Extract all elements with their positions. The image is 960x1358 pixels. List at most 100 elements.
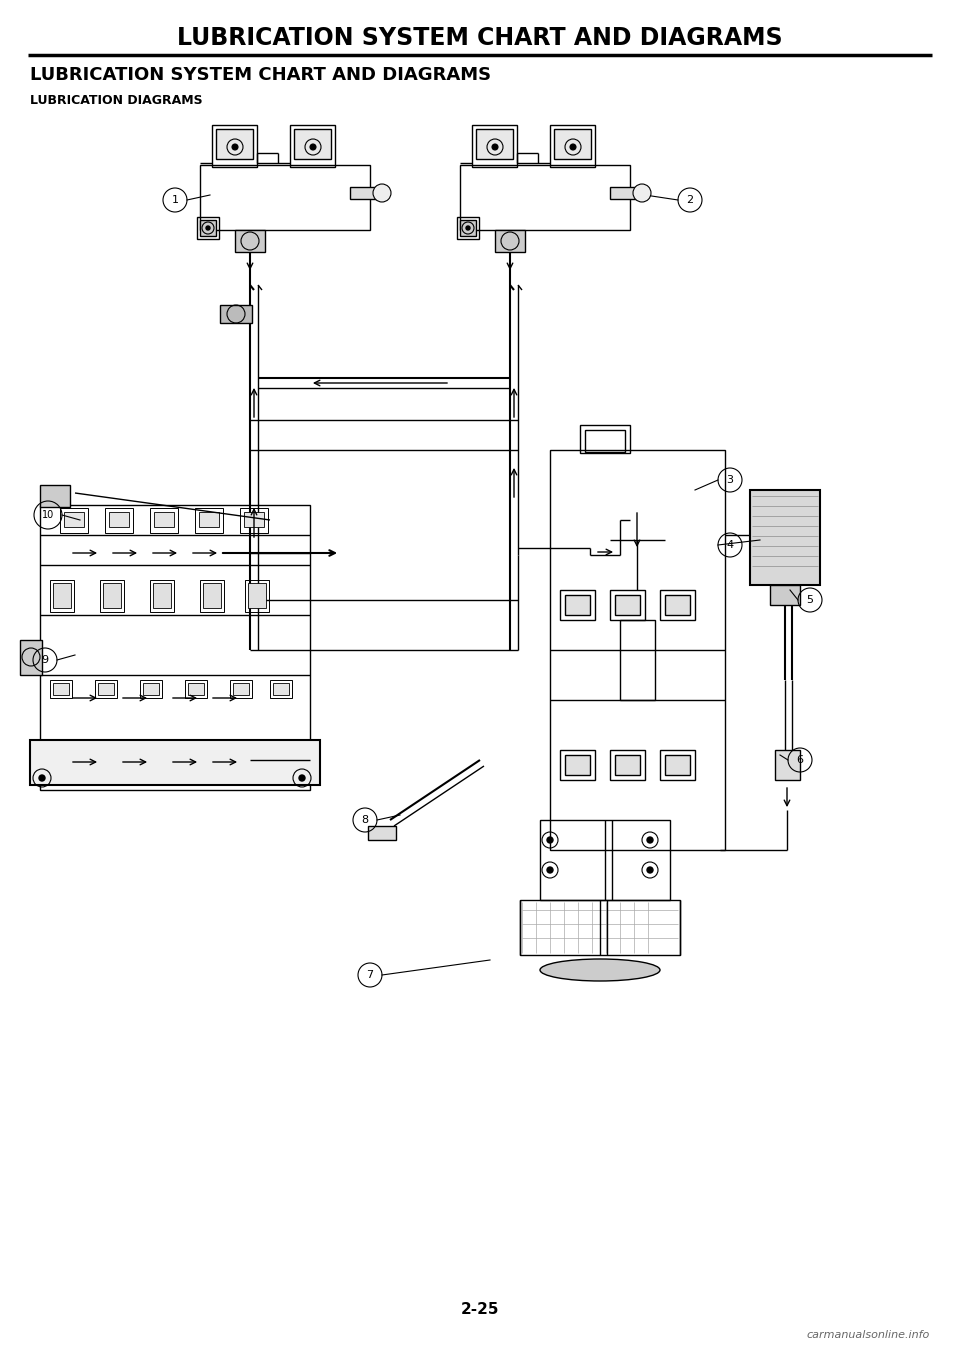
- Text: 10: 10: [42, 511, 54, 520]
- Bar: [154, 512, 174, 527]
- Text: 4: 4: [727, 540, 733, 550]
- Bar: [460, 166, 630, 230]
- Bar: [460, 220, 476, 236]
- Text: 8: 8: [361, 815, 369, 826]
- Bar: [290, 125, 335, 167]
- Bar: [216, 129, 253, 159]
- Bar: [665, 755, 690, 775]
- Bar: [143, 683, 159, 695]
- Circle shape: [647, 837, 653, 843]
- Bar: [150, 508, 178, 532]
- Text: carmanualsonline.info: carmanualsonline.info: [806, 1329, 930, 1340]
- Bar: [750, 490, 820, 585]
- Bar: [565, 595, 590, 615]
- Bar: [660, 589, 695, 621]
- Circle shape: [547, 866, 553, 873]
- Bar: [140, 680, 162, 698]
- Bar: [550, 449, 725, 850]
- Bar: [560, 589, 595, 621]
- Text: 2-25: 2-25: [461, 1302, 499, 1317]
- Circle shape: [373, 183, 391, 202]
- Bar: [240, 508, 268, 532]
- Bar: [565, 755, 590, 775]
- Bar: [98, 683, 114, 695]
- Bar: [540, 820, 670, 900]
- Bar: [109, 512, 129, 527]
- Bar: [197, 217, 219, 239]
- Bar: [200, 580, 224, 612]
- Text: 9: 9: [41, 655, 49, 665]
- Circle shape: [310, 144, 316, 149]
- Bar: [457, 217, 479, 239]
- Circle shape: [492, 144, 498, 149]
- Bar: [100, 580, 124, 612]
- Bar: [620, 621, 655, 699]
- Bar: [270, 680, 292, 698]
- Bar: [273, 683, 289, 695]
- Bar: [615, 595, 640, 615]
- Circle shape: [466, 225, 470, 230]
- Bar: [610, 750, 645, 779]
- Circle shape: [633, 183, 651, 202]
- Text: LUBRICATION SYSTEM CHART AND DIAGRAMS: LUBRICATION SYSTEM CHART AND DIAGRAMS: [178, 26, 782, 50]
- Bar: [188, 683, 204, 695]
- Bar: [244, 512, 264, 527]
- Bar: [50, 580, 74, 612]
- Bar: [472, 125, 517, 167]
- Bar: [200, 220, 216, 236]
- Bar: [554, 129, 591, 159]
- Bar: [235, 230, 265, 253]
- Circle shape: [232, 144, 238, 149]
- Bar: [585, 430, 625, 452]
- Circle shape: [206, 225, 210, 230]
- Bar: [550, 125, 595, 167]
- Circle shape: [299, 775, 305, 781]
- Text: LUBRICATION SYSTEM CHART AND DIAGRAMS: LUBRICATION SYSTEM CHART AND DIAGRAMS: [30, 67, 492, 84]
- Text: 6: 6: [797, 755, 804, 765]
- Bar: [150, 580, 174, 612]
- Bar: [610, 187, 645, 200]
- Bar: [200, 166, 370, 230]
- Bar: [245, 580, 269, 612]
- Bar: [30, 740, 320, 785]
- Bar: [95, 680, 117, 698]
- Bar: [660, 750, 695, 779]
- Bar: [520, 900, 680, 955]
- Bar: [610, 589, 645, 621]
- Bar: [495, 230, 525, 253]
- Bar: [64, 512, 84, 527]
- Bar: [185, 680, 207, 698]
- Bar: [665, 595, 690, 615]
- Bar: [203, 583, 221, 608]
- Text: 1: 1: [172, 196, 179, 205]
- Bar: [220, 306, 252, 323]
- Bar: [153, 583, 171, 608]
- Bar: [294, 129, 331, 159]
- Text: LUBRICATION DIAGRAMS: LUBRICATION DIAGRAMS: [30, 94, 203, 106]
- Bar: [40, 505, 310, 790]
- Circle shape: [647, 866, 653, 873]
- Bar: [40, 485, 70, 507]
- Bar: [103, 583, 121, 608]
- Bar: [105, 508, 133, 532]
- Bar: [560, 750, 595, 779]
- Bar: [368, 826, 396, 841]
- Bar: [233, 683, 249, 695]
- Bar: [53, 683, 69, 695]
- Text: 2: 2: [686, 196, 693, 205]
- Bar: [350, 187, 385, 200]
- Bar: [775, 750, 800, 779]
- Text: 5: 5: [806, 595, 813, 606]
- Bar: [212, 125, 257, 167]
- Bar: [230, 680, 252, 698]
- Text: 3: 3: [727, 475, 733, 485]
- Ellipse shape: [540, 959, 660, 980]
- Bar: [20, 640, 42, 675]
- Bar: [195, 508, 223, 532]
- Bar: [199, 512, 219, 527]
- Circle shape: [547, 837, 553, 843]
- Circle shape: [570, 144, 576, 149]
- Bar: [248, 583, 266, 608]
- Bar: [476, 129, 513, 159]
- Text: 7: 7: [367, 970, 373, 980]
